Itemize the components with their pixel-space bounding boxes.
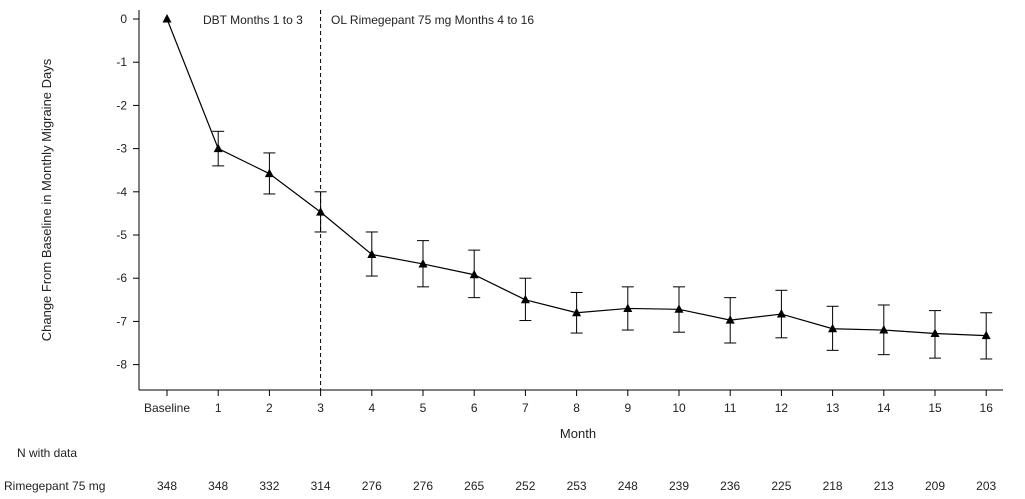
- data-point-marker: [162, 14, 172, 23]
- data-point-marker: [316, 207, 326, 216]
- y-tick-label: -3: [116, 142, 127, 156]
- x-tick-label: 3: [317, 401, 324, 415]
- y-ticks: 0 -1 -2 -3 -4 -5 -6 -7 -8: [116, 12, 139, 372]
- x-tick-label: 1: [215, 401, 222, 415]
- x-tick-label: 10: [672, 401, 686, 415]
- y-axis-label: Change From Baseline in Monthly Migraine…: [39, 58, 54, 341]
- x-tick-label: Baseline: [144, 401, 190, 415]
- x-tick-label: 6: [471, 401, 478, 415]
- data-point-marker: [367, 249, 377, 258]
- x-axis-label: Month: [560, 426, 596, 441]
- y-tick-label: 0: [120, 12, 127, 26]
- n-table-value: 218: [823, 479, 843, 493]
- x-tick-label: 5: [420, 401, 427, 415]
- n-table-value: 265: [464, 479, 484, 493]
- data-point-marker: [469, 269, 479, 279]
- axes: [138, 10, 1003, 391]
- n-table-row-label: Rimegepant 75 mg: [4, 479, 105, 493]
- n-table-value: 236: [720, 479, 740, 493]
- n-table-values: 348 348 332 314 276 276 265 252 253 248 239 236 225 2…: [157, 479, 997, 493]
- series-markers: [162, 14, 991, 340]
- data-point-marker: [674, 304, 684, 313]
- y-tick-label: -8: [116, 358, 127, 372]
- series-line-rimegepant: [166, 18, 987, 337]
- y-tick-label: -1: [116, 55, 127, 69]
- data-point-marker: [981, 330, 991, 340]
- n-table-value: 276: [413, 479, 433, 493]
- data-point-marker: [213, 143, 223, 153]
- x-tick-label: 12: [775, 401, 789, 415]
- n-table-header: N with data: [17, 446, 77, 460]
- error-bars: [212, 130, 993, 360]
- x-tick-label: 4: [368, 401, 375, 415]
- n-table-value: 332: [259, 479, 279, 493]
- x-tick-label: 16: [980, 401, 994, 415]
- n-table-value: 248: [618, 479, 638, 493]
- x-tick-label: 7: [522, 401, 529, 415]
- n-table-value: 253: [567, 479, 587, 493]
- x-tick-label: 14: [877, 401, 891, 415]
- x-tick-label: 13: [826, 401, 840, 415]
- x-tick-label: 2: [266, 401, 273, 415]
- x-tick-label: 15: [928, 401, 942, 415]
- n-table-value: 348: [208, 479, 228, 493]
- x-ticks: Baseline 1 2 3 4 5 6 7 8 9 10 11 12 13 14 15 16: [144, 390, 993, 415]
- annotation-dbt: DBT Months 1 to 3: [203, 13, 303, 27]
- n-table-value: 252: [515, 479, 535, 493]
- n-table-value: 213: [874, 479, 894, 493]
- y-tick-label: -6: [116, 271, 127, 285]
- data-point-marker: [879, 325, 889, 334]
- n-table-value: 276: [362, 479, 382, 493]
- data-point-marker: [725, 315, 735, 324]
- n-table-value: 348: [157, 479, 177, 493]
- n-table-value: 239: [669, 479, 689, 493]
- n-table-value: 225: [771, 479, 791, 493]
- n-table-value: 209: [925, 479, 945, 493]
- y-tick-label: -5: [116, 228, 127, 242]
- x-tick-label: 11: [724, 401, 737, 415]
- data-point-marker: [623, 303, 633, 312]
- data-point-marker: [776, 309, 786, 318]
- n-table-value: 203: [976, 479, 996, 493]
- data-point-marker: [828, 323, 838, 333]
- x-tick-label: 8: [573, 401, 580, 415]
- annotation-ol: OL Rimegepant 75 mg Months 4 to 16: [331, 13, 534, 27]
- y-tick-label: -4: [116, 185, 127, 199]
- y-tick-label: -7: [116, 314, 127, 328]
- data-point-marker: [930, 328, 940, 337]
- y-tick-label: -2: [116, 98, 127, 112]
- data-point-marker: [264, 168, 274, 178]
- data-point-marker: [520, 294, 530, 304]
- data-point-marker: [418, 258, 428, 268]
- n-table-value: 314: [311, 479, 331, 493]
- data-point-marker: [572, 307, 582, 317]
- x-tick-label: 9: [624, 401, 631, 415]
